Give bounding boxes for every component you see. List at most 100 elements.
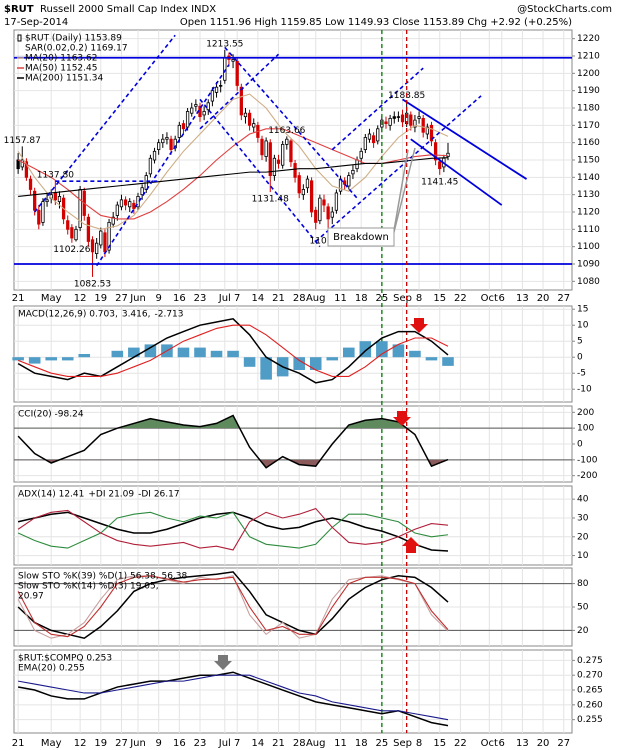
y-tick-label: 1140	[577, 173, 600, 183]
candle-body	[367, 133, 372, 140]
y-tick-label: 10	[577, 321, 589, 331]
legend-entry: -DI 26.17	[138, 490, 179, 500]
candle-body	[115, 204, 119, 216]
annotation-text: Breakdown	[333, 232, 389, 243]
candle-body	[33, 190, 37, 211]
legend-entry: $RUT (Daily) 1153.89	[25, 34, 122, 44]
legend-entry: $RUT:$COMPQ 0.253	[18, 654, 112, 664]
candle-body	[45, 199, 49, 203]
price-label: 1082.53	[74, 279, 111, 289]
candle-body	[194, 104, 198, 107]
legend-icon	[17, 34, 22, 42]
indicator-line	[17, 511, 449, 549]
pointer-line	[392, 149, 409, 237]
x-tick-label: 22	[454, 293, 467, 304]
y-tick-label: 1160	[577, 138, 600, 148]
candle-body	[219, 85, 223, 87]
trendline	[410, 138, 503, 206]
y-tick-label: -100	[577, 455, 598, 465]
candle-body	[252, 123, 256, 128]
histogram-bar	[144, 344, 157, 358]
y-tick-label: 1200	[577, 69, 600, 79]
candle-body	[247, 112, 252, 126]
indicator-line	[17, 317, 449, 384]
candle-body	[438, 161, 442, 170]
candle-body	[301, 189, 305, 196]
histogram-bar	[194, 347, 206, 358]
y-tick-label: 80	[577, 579, 589, 589]
indicator-line	[17, 671, 449, 727]
price-label: 1157.87	[4, 136, 41, 146]
candle-body	[371, 135, 376, 144]
x-tick-label: 27	[115, 738, 128, 749]
date: 17-Sep-2014	[4, 17, 68, 28]
candle-body	[409, 114, 413, 126]
candle-body	[318, 197, 322, 222]
y-tick-label: 1090	[577, 260, 600, 270]
indicator-line	[18, 674, 449, 721]
candle-body	[169, 138, 173, 150]
candle-body	[70, 227, 74, 239]
y-tick-label: 1190	[577, 86, 600, 96]
y-tick-label: 0.275	[577, 656, 603, 666]
candle-body	[20, 159, 24, 168]
legend-entry: MA(200) 1151.34	[25, 74, 103, 84]
x-tick-label: 9	[155, 293, 161, 304]
x-tick-label: Oct	[481, 293, 498, 304]
y-tick-label: -5	[577, 369, 586, 379]
price-label: 1183.85	[388, 91, 425, 101]
x-tick-label: 25	[375, 738, 388, 749]
candle-body	[425, 126, 429, 135]
candle-body	[343, 180, 347, 185]
y-tick-label: 40	[577, 495, 589, 505]
x-tick-label: 21	[12, 293, 25, 304]
x-tick-label: 11	[334, 293, 347, 304]
y-tick-label: 200	[577, 408, 594, 418]
x-tick-label: Jul	[218, 738, 231, 749]
candle-body	[111, 216, 115, 225]
candle-body	[417, 116, 421, 119]
x-tick-label: 18	[355, 293, 368, 304]
trendline	[331, 67, 424, 151]
candle-body	[99, 230, 103, 246]
candle-body	[231, 59, 235, 62]
x-tick-label: 23	[194, 293, 207, 304]
candle-body	[351, 169, 355, 175]
x-tick-label: 16	[173, 738, 186, 749]
candle-body	[347, 175, 351, 187]
symbol: $RUT	[4, 4, 34, 15]
x-tick-label: 21	[272, 293, 285, 304]
candle-body	[330, 211, 334, 218]
x-tick-label: May	[41, 293, 62, 304]
legend-entry: EMA(20) 0.255	[18, 664, 85, 674]
y-tick-label: -10	[577, 385, 592, 395]
y-tick-label: 1210	[577, 52, 600, 62]
candle-body	[90, 239, 95, 253]
histogram-bar	[61, 357, 74, 361]
histogram-bar	[359, 341, 372, 358]
x-tick-label: 6	[499, 293, 505, 304]
candle-body	[334, 192, 339, 211]
histogram-bar	[309, 357, 322, 370]
legend-entry: 20.97	[18, 592, 44, 602]
legend-entry: MACD(12,26,9) 0.703,	[18, 310, 118, 320]
x-tick-label: 28	[293, 738, 306, 749]
candle-body	[359, 150, 363, 159]
legend-entry: MA(50) 1152.45	[25, 64, 97, 74]
x-tick-label: 12	[74, 738, 87, 749]
y-tick-label: 100	[577, 424, 594, 434]
source: @StockCharts.com	[517, 4, 612, 15]
indicator-line	[17, 324, 449, 377]
candle-body	[202, 111, 206, 116]
candle-body	[429, 124, 434, 142]
legend-entry: ADX(14) 12.41	[18, 490, 84, 500]
cci-shade	[18, 415, 448, 429]
x-tick-label: Sep	[393, 738, 412, 749]
indicator-line	[17, 575, 449, 638]
candle-body	[190, 107, 194, 114]
trendline	[34, 34, 176, 213]
candle-body	[281, 143, 285, 166]
arrow-down	[214, 655, 232, 670]
legend-entry: 3.416,	[122, 310, 151, 320]
